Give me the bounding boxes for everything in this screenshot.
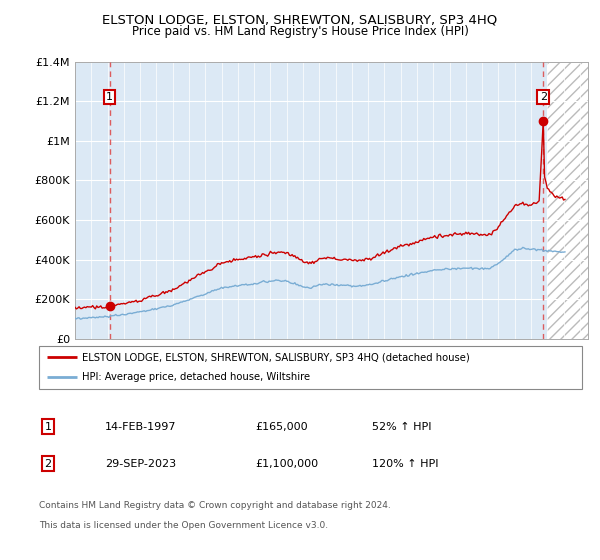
Text: ELSTON LODGE, ELSTON, SHREWTON, SALISBURY, SP3 4HQ (detached house): ELSTON LODGE, ELSTON, SHREWTON, SALISBUR… (82, 352, 470, 362)
Bar (547, 62, 600, 339)
Bar (75, 62, 547, 339)
Text: ELSTON LODGE, ELSTON, SHREWTON, SALISBURY, SP3 4HQ: ELSTON LODGE, ELSTON, SHREWTON, SALISBUR… (103, 13, 497, 26)
Text: 2: 2 (539, 92, 547, 102)
Text: 29-SEP-2023: 29-SEP-2023 (105, 459, 176, 469)
Text: Price paid vs. HM Land Registry's House Price Index (HPI): Price paid vs. HM Land Registry's House … (131, 25, 469, 39)
Text: 2: 2 (44, 459, 52, 469)
Text: 1: 1 (44, 422, 52, 432)
Text: 120% ↑ HPI: 120% ↑ HPI (372, 459, 439, 469)
Text: HPI: Average price, detached house, Wiltshire: HPI: Average price, detached house, Wilt… (82, 372, 311, 382)
Text: £1,100,000: £1,100,000 (255, 459, 318, 469)
Text: Contains HM Land Registry data © Crown copyright and database right 2024.: Contains HM Land Registry data © Crown c… (39, 501, 391, 510)
Text: This data is licensed under the Open Government Licence v3.0.: This data is licensed under the Open Gov… (39, 521, 328, 530)
Text: 14-FEB-1997: 14-FEB-1997 (105, 422, 176, 432)
Text: 1: 1 (106, 92, 113, 102)
Text: 52% ↑ HPI: 52% ↑ HPI (372, 422, 431, 432)
Text: £165,000: £165,000 (255, 422, 308, 432)
